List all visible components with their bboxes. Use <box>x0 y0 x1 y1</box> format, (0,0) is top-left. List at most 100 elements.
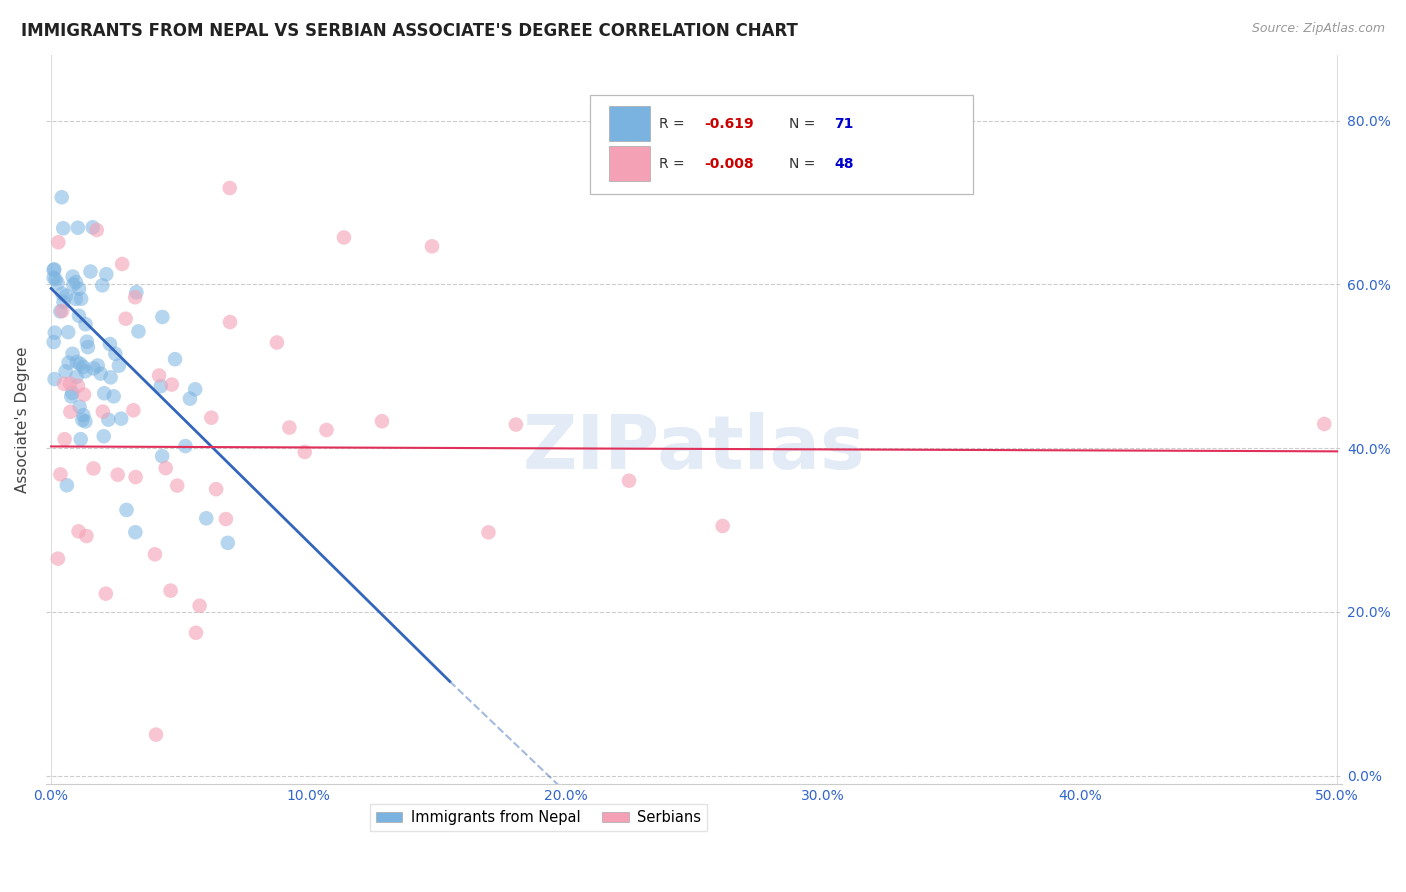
Point <box>52 221 75 235</box>
FancyBboxPatch shape <box>609 146 650 181</box>
Point <box>127 325 149 339</box>
Point <box>46 235 69 250</box>
Point <box>65 275 87 289</box>
Point <box>51 190 73 204</box>
Point <box>477 525 499 540</box>
Point <box>51 304 73 318</box>
Point <box>52 295 75 310</box>
Point <box>69 432 91 446</box>
Point <box>122 403 145 417</box>
Point <box>215 512 238 526</box>
Point <box>59 376 82 391</box>
Point <box>174 439 197 453</box>
Point <box>90 367 112 381</box>
Point <box>195 511 218 525</box>
Text: -0.619: -0.619 <box>704 117 754 130</box>
Point <box>1313 417 1336 431</box>
Point <box>66 220 89 235</box>
Point <box>72 359 94 374</box>
Point <box>42 263 65 277</box>
Point <box>93 429 115 443</box>
Point <box>333 230 356 244</box>
Point <box>219 315 242 329</box>
Point <box>83 361 105 376</box>
Point <box>124 470 146 484</box>
Point <box>124 525 146 540</box>
Text: IMMIGRANTS FROM NEPAL VS SERBIAN ASSOCIATE'S DEGREE CORRELATION CHART: IMMIGRANTS FROM NEPAL VS SERBIAN ASSOCIA… <box>21 22 799 40</box>
Point <box>148 368 170 383</box>
Point <box>266 335 288 350</box>
Point <box>184 382 207 396</box>
Point <box>125 285 148 300</box>
Point <box>163 352 186 367</box>
Point <box>56 478 79 492</box>
Point <box>96 267 118 281</box>
Point <box>218 181 240 195</box>
Point <box>75 529 97 543</box>
Point <box>72 408 94 422</box>
Point <box>58 325 80 339</box>
Point <box>46 277 69 291</box>
Point <box>188 599 211 613</box>
Point <box>67 282 90 296</box>
Point <box>72 413 94 427</box>
Point <box>315 423 337 437</box>
Point <box>143 547 166 561</box>
Point <box>66 378 89 392</box>
Point <box>91 278 114 293</box>
Point <box>93 386 115 401</box>
Point <box>51 286 73 301</box>
Point <box>67 524 90 539</box>
Point <box>65 292 87 306</box>
Point <box>98 337 121 351</box>
Point <box>124 290 146 304</box>
Point <box>200 410 222 425</box>
Point <box>294 445 316 459</box>
Text: 71: 71 <box>834 117 853 130</box>
Text: N =: N = <box>789 117 820 130</box>
Point <box>55 364 77 378</box>
Point <box>82 220 104 235</box>
Text: ZIPatlas: ZIPatlas <box>523 412 866 485</box>
Point <box>53 432 76 446</box>
Point <box>62 277 84 292</box>
Point <box>75 317 97 331</box>
Point <box>114 311 136 326</box>
Point <box>70 292 93 306</box>
Point <box>100 370 122 384</box>
Point <box>159 583 181 598</box>
Point <box>145 728 167 742</box>
Point <box>60 389 83 403</box>
Text: Source: ZipAtlas.com: Source: ZipAtlas.com <box>1251 22 1385 36</box>
Point <box>69 400 91 414</box>
Point <box>73 387 96 401</box>
Point <box>62 269 84 284</box>
Point <box>59 405 82 419</box>
Point <box>67 309 90 323</box>
Point <box>49 304 72 318</box>
Point <box>86 223 108 237</box>
Point <box>44 372 66 386</box>
Point <box>49 467 72 482</box>
Point <box>711 519 734 533</box>
Point <box>75 414 97 428</box>
Point <box>166 478 188 492</box>
Point <box>179 392 201 406</box>
Point <box>44 262 66 277</box>
Point <box>110 411 132 425</box>
Point <box>617 474 640 488</box>
Point <box>149 379 172 393</box>
Point <box>45 272 67 286</box>
Point <box>46 551 69 566</box>
Point <box>75 364 97 378</box>
Point <box>42 270 65 285</box>
Point <box>111 257 134 271</box>
Point <box>103 389 125 403</box>
Point <box>66 355 89 369</box>
Point <box>217 536 239 550</box>
Y-axis label: Associate's Degree: Associate's Degree <box>15 346 30 492</box>
Point <box>371 414 394 428</box>
Point <box>53 376 76 391</box>
FancyBboxPatch shape <box>609 106 650 141</box>
Point <box>79 264 101 278</box>
